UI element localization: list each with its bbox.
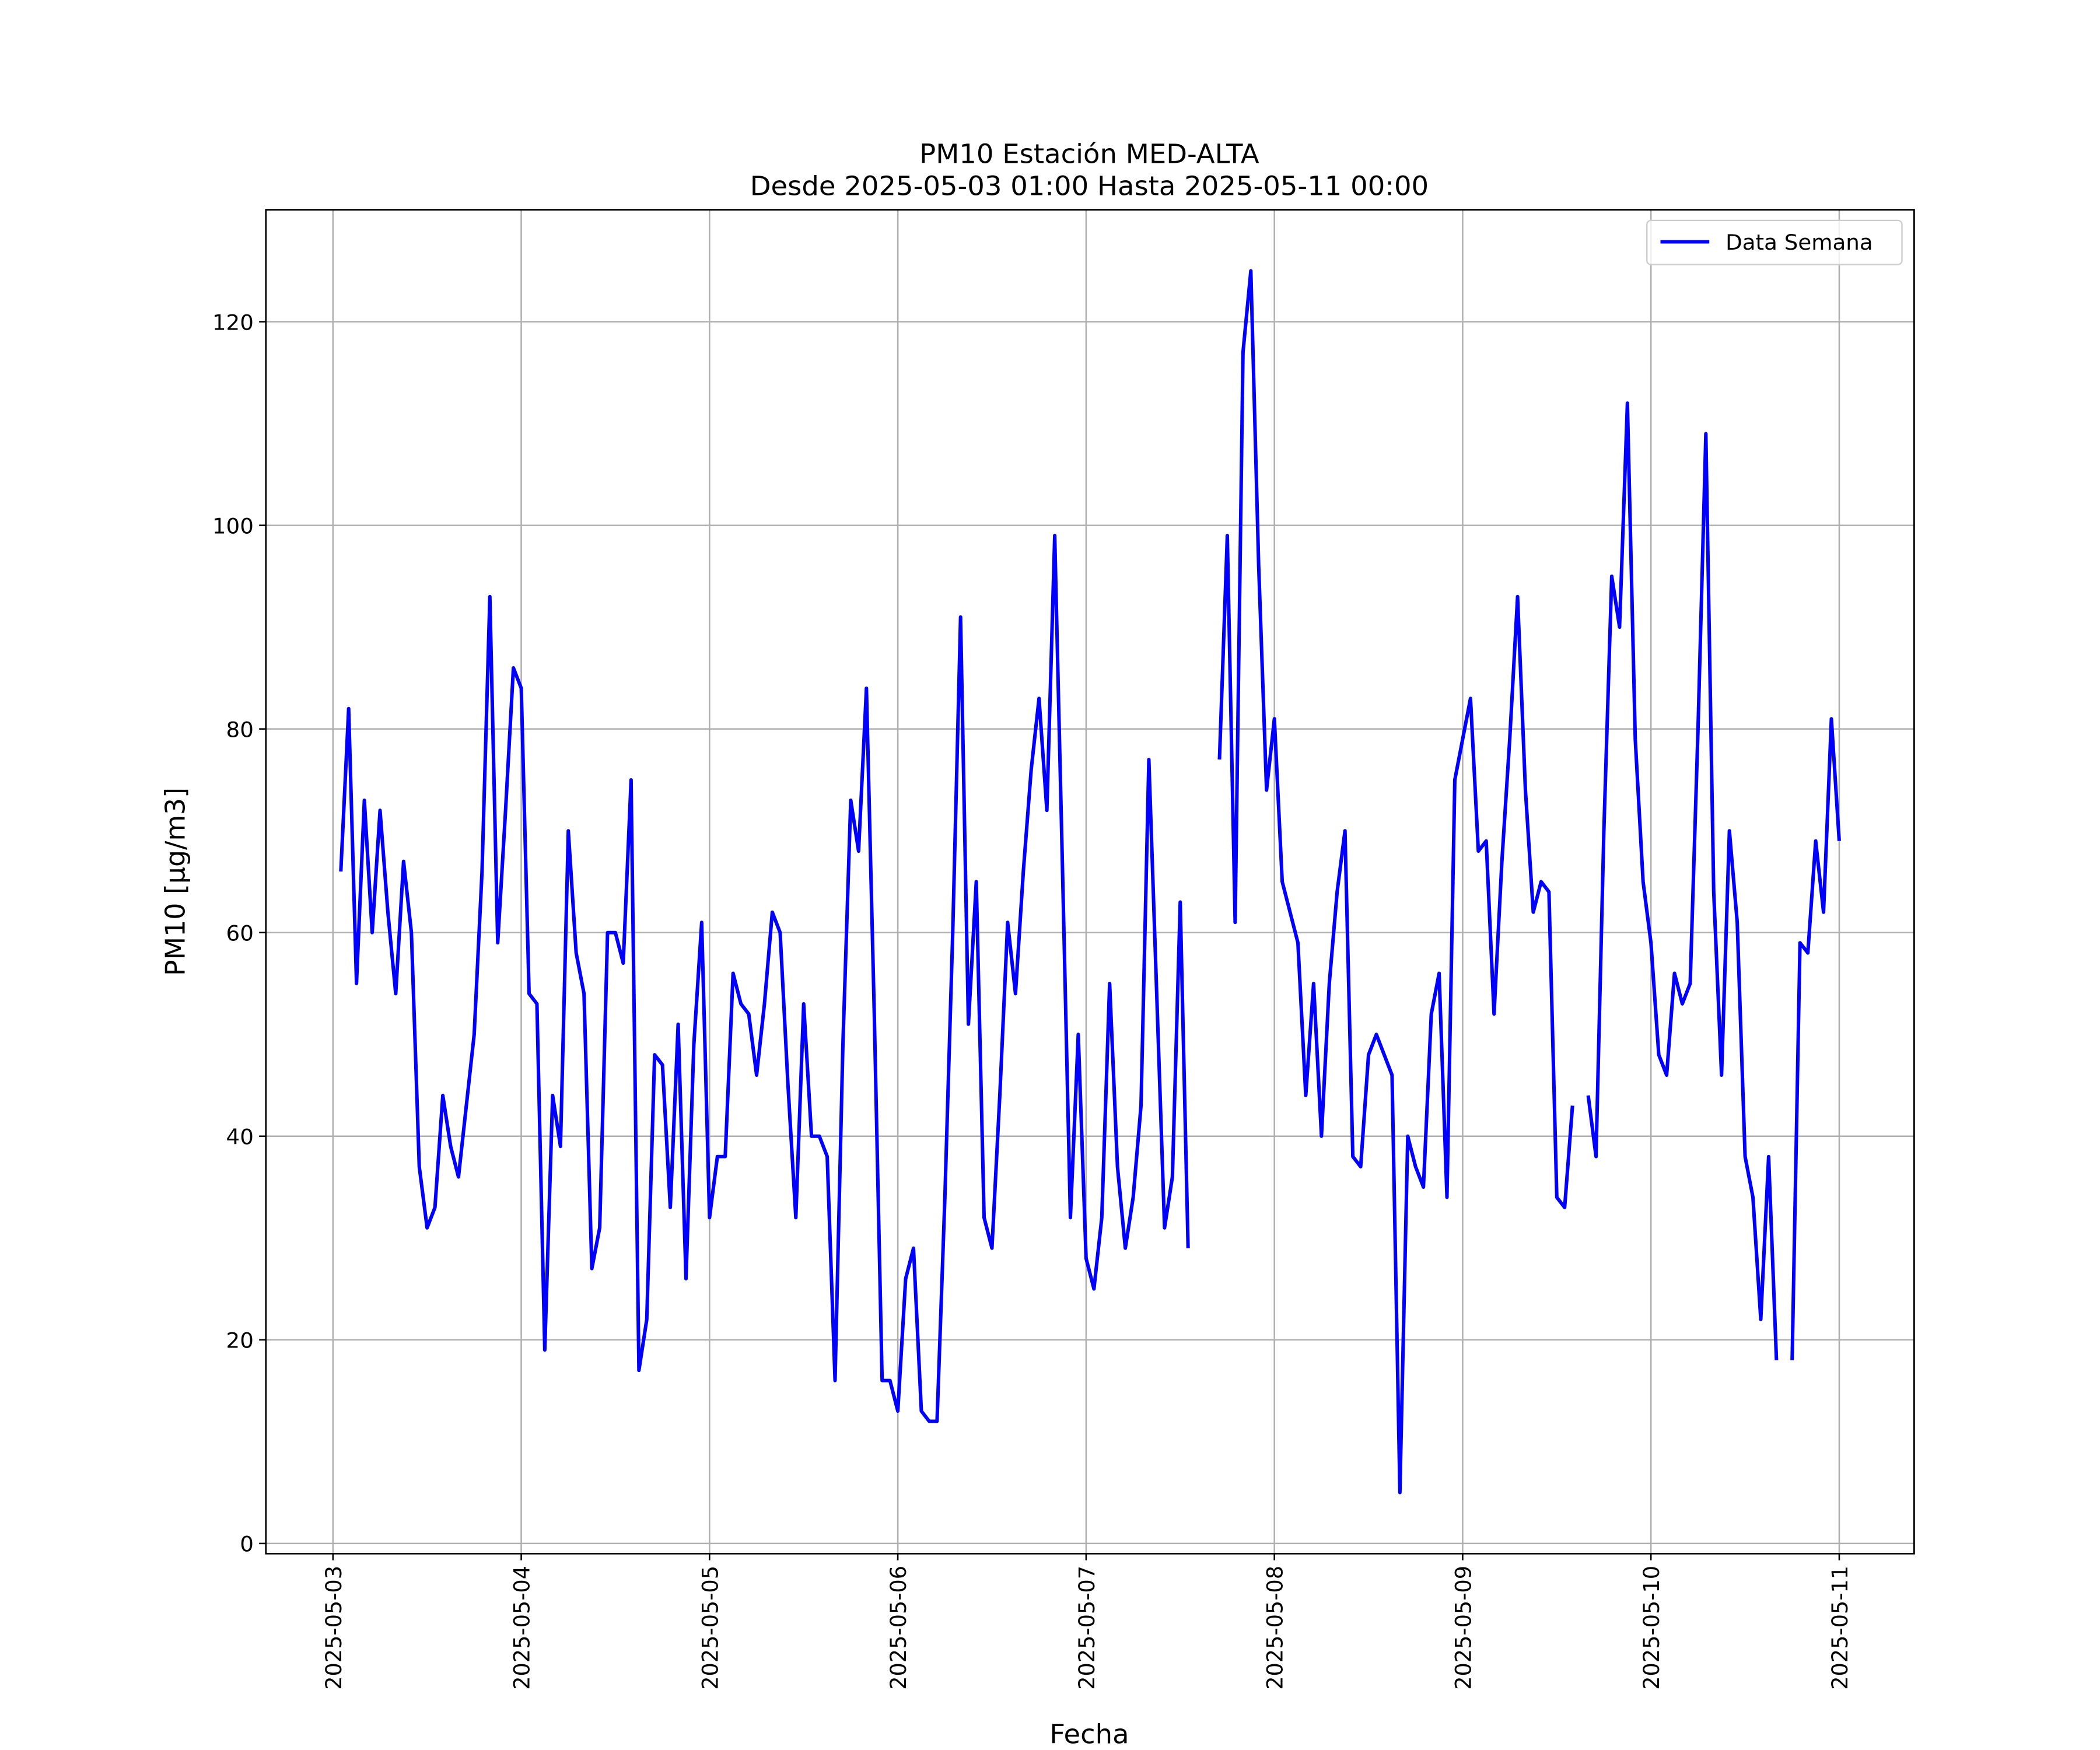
y-axis-label: PM10 [μg/m3] [159, 788, 191, 976]
x-tick-label: 2025-05-05 [698, 1566, 723, 1690]
data-line [339, 534, 1190, 1423]
y-tick-label: 0 [240, 1532, 254, 1557]
plot-frame [265, 209, 1915, 1555]
y-tick-label: 100 [212, 514, 254, 539]
y-tick-label: 40 [226, 1125, 254, 1150]
data-line [1586, 401, 1779, 1360]
y-tick-label: 20 [226, 1328, 254, 1353]
y-tick-label: 120 [212, 310, 254, 335]
data-line [1217, 269, 1574, 1494]
x-tick-label: 2025-05-04 [509, 1566, 534, 1690]
x-tick-label: 2025-05-10 [1639, 1566, 1664, 1690]
chart-subtitle: Desde 2025-05-03 01:00 Hasta 2025-05-11 … [750, 170, 1429, 202]
x-tick-label: 2025-05-07 [1074, 1566, 1100, 1690]
legend-label: Data Semana [1726, 230, 1873, 256]
x-axis-label: Fecha [1049, 1718, 1129, 1750]
x-tick-label: 2025-05-08 [1262, 1566, 1287, 1690]
legend-box [1646, 219, 1903, 265]
x-tick-label: 2025-05-03 [321, 1566, 346, 1690]
x-tick-label: 2025-05-09 [1451, 1566, 1476, 1690]
y-tick-label: 60 [226, 921, 254, 946]
y-tick-label: 80 [226, 718, 254, 743]
x-tick-label: 2025-05-06 [886, 1566, 911, 1690]
chart-title: PM10 Estación MED-ALTA [919, 138, 1259, 170]
data-line [1790, 717, 1841, 1360]
x-tick-label: 2025-05-11 [1828, 1566, 1853, 1690]
